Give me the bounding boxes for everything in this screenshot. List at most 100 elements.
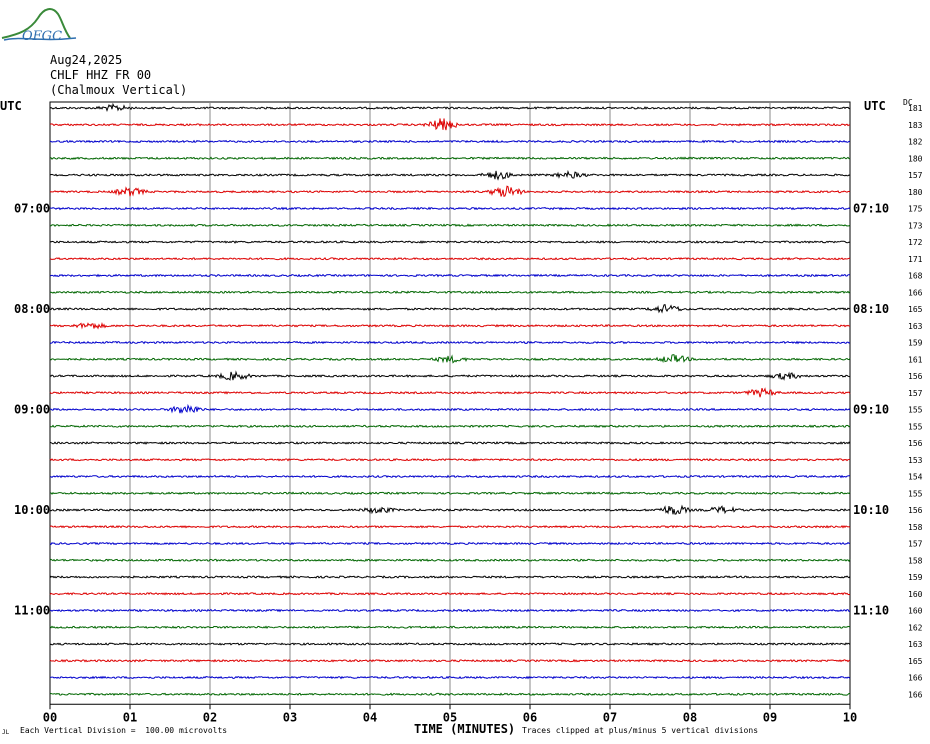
logo-mountain-curve xyxy=(1,8,71,39)
trace-row-24 xyxy=(49,504,851,515)
trace-row-16 xyxy=(49,370,851,381)
dc-offset-label: 166 xyxy=(908,674,923,683)
trace-row-29 xyxy=(49,591,851,596)
trace-row-4 xyxy=(49,169,851,181)
trace-row-21 xyxy=(49,457,851,462)
trace-row-30 xyxy=(49,608,851,613)
trace-row-10 xyxy=(49,273,851,278)
trace-row-34 xyxy=(49,675,851,680)
right-time-label: 10:10 xyxy=(853,503,889,517)
dc-offset-label: 165 xyxy=(908,305,923,314)
left-time-label: 11:00 xyxy=(14,604,50,618)
trace-row-31 xyxy=(49,625,851,630)
dc-offset-label: 159 xyxy=(908,339,923,348)
trace-row-23 xyxy=(49,491,851,496)
x-tick-label: 08 xyxy=(683,710,697,724)
dc-offset-label: 157 xyxy=(908,540,923,549)
dc-offset-label: 162 xyxy=(908,623,923,632)
trace-row-9 xyxy=(49,256,851,261)
dc-offset-label: 153 xyxy=(908,456,923,465)
right-time-label: 07:10 xyxy=(853,202,889,216)
dc-offset-label: 156 xyxy=(908,439,923,448)
dc-offset-label: 157 xyxy=(908,171,923,180)
x-tick-label: 07 xyxy=(603,710,617,724)
dc-offset-label: 165 xyxy=(908,657,923,666)
trace-row-1 xyxy=(49,118,851,131)
trace-row-22 xyxy=(49,474,850,479)
left-time-label: 07:00 xyxy=(14,202,50,216)
trace-row-13 xyxy=(49,322,851,330)
dc-offset-label: 180 xyxy=(908,188,923,197)
record-date: Aug24,2025 xyxy=(50,53,123,67)
trace-row-18 xyxy=(50,403,851,414)
left-time-label: 08:00 xyxy=(14,302,50,316)
right-time-label: 11:10 xyxy=(853,604,889,618)
x-tick-label: 04 xyxy=(363,710,377,724)
dc-offset-label: 183 xyxy=(908,121,923,130)
dc-offset-label: 166 xyxy=(908,690,923,699)
x-tick-label: 02 xyxy=(203,710,217,724)
trace-row-28 xyxy=(49,575,851,579)
x-tick-label: 03 xyxy=(283,710,297,724)
dc-offset-label: 163 xyxy=(908,640,923,649)
trace-row-5 xyxy=(49,185,851,197)
ofgc-logo: OFGC xyxy=(1,8,77,44)
trace-row-20 xyxy=(49,441,851,445)
dc-offset-label: 156 xyxy=(908,506,923,515)
dc-offset-label: 172 xyxy=(908,238,923,247)
trace-row-14 xyxy=(49,340,851,345)
right-time-label: 08:10 xyxy=(853,302,889,316)
trace-row-32 xyxy=(49,642,851,646)
dc-offset-label: 156 xyxy=(908,372,923,381)
dc-offset-label: 161 xyxy=(908,355,923,364)
left-time-label: 09:00 xyxy=(14,403,50,417)
station-code: CHLF HHZ FR 00 xyxy=(50,68,152,82)
right-utc-label: UTC xyxy=(864,99,886,113)
trace-row-25 xyxy=(49,524,851,529)
trace-row-35 xyxy=(49,692,850,696)
scale-note: Each Vertical Division = 100.00 microvol… xyxy=(20,726,228,735)
station-location: (Chalmoux Vertical) xyxy=(50,83,188,97)
dc-offset-label: 182 xyxy=(908,138,923,147)
corner-mark: JL xyxy=(2,729,10,736)
x-axis-title: TIME (MINUTES) xyxy=(414,722,516,737)
trace-row-26 xyxy=(49,541,850,546)
x-tick-label: 00 xyxy=(43,710,57,724)
dc-offset-label: 168 xyxy=(908,272,923,281)
trace-row-17 xyxy=(49,387,851,398)
right-time-label: 09:10 xyxy=(853,403,889,417)
dc-offset-label: 160 xyxy=(908,607,923,616)
dc-offset-label: 155 xyxy=(908,406,923,415)
trace-row-27 xyxy=(49,558,851,563)
trace-row-2 xyxy=(49,139,851,144)
dc-offset-label: 159 xyxy=(908,573,923,582)
left-time-label: 10:00 xyxy=(14,503,50,517)
left-utc-label: UTC xyxy=(0,99,22,113)
dc-offset-label: 180 xyxy=(908,154,923,163)
trace-row-0 xyxy=(49,102,851,113)
dc-label: DC xyxy=(903,98,913,107)
dc-offset-label: 158 xyxy=(908,556,923,565)
dc-offset-label: 154 xyxy=(908,473,923,482)
x-tick-label: 01 xyxy=(123,710,137,724)
dc-offset-label: 155 xyxy=(908,489,923,498)
trace-row-8 xyxy=(49,240,851,244)
clip-note: Traces clipped at plus/minus 5 vertical … xyxy=(522,726,759,735)
dc-offset-label: 160 xyxy=(908,590,923,599)
trace-row-7 xyxy=(49,223,851,228)
logo-text: OFGC xyxy=(22,29,62,44)
logo-wave xyxy=(3,37,77,41)
x-tick-label: 05 xyxy=(443,710,457,724)
x-tick-label: 10 xyxy=(843,710,857,724)
x-tick-label: 06 xyxy=(523,710,537,724)
dc-offset-label: 157 xyxy=(908,389,923,398)
dc-offset-label: 166 xyxy=(908,288,923,297)
dc-offset-label: 163 xyxy=(908,322,923,331)
trace-row-3 xyxy=(50,156,851,161)
trace-row-6 xyxy=(49,206,851,211)
trace-row-33 xyxy=(49,658,851,663)
trace-row-11 xyxy=(49,290,851,295)
dc-offset-label: 173 xyxy=(908,221,923,230)
dc-offset-label: 175 xyxy=(908,205,923,214)
